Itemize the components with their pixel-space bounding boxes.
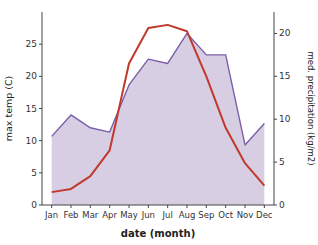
x-tick-label: Oct [218, 210, 233, 220]
y2-axis-label: med. precipitation (kg/m2) [306, 51, 316, 165]
y-tick-label: 10 [26, 136, 38, 146]
y-tick [39, 172, 42, 173]
x-tick-label: Nov [237, 210, 254, 220]
x-tick [148, 205, 149, 208]
plot-area [52, 25, 265, 205]
y2-tick-label: 0 [279, 200, 285, 210]
x-tick-label: Mar [82, 210, 99, 220]
y2-tick [274, 76, 277, 77]
x-tick [264, 205, 265, 208]
x-axis-line [42, 205, 274, 206]
y2-tick [274, 33, 277, 34]
x-tick [206, 205, 207, 208]
x-tick-label: May [120, 210, 138, 220]
y2-tick-label: 20 [279, 28, 291, 38]
y-tick-label: 20 [26, 71, 38, 81]
y-axis-label: max temp (C) [3, 76, 14, 142]
x-tick [129, 205, 130, 208]
y-tick-label: 25 [26, 39, 37, 49]
y-tick [39, 108, 42, 109]
y2-tick [274, 162, 277, 163]
x-tick [245, 205, 246, 208]
y-tick [39, 140, 42, 141]
y-tick-label: 0 [31, 200, 37, 210]
x-tick [187, 205, 188, 208]
y2-tick [274, 205, 277, 206]
x-tick [109, 205, 110, 208]
x-tick [225, 205, 226, 208]
x-tick-label: Dec [256, 210, 273, 220]
y-tick-label: 15 [26, 104, 37, 114]
x-axis-label: date (month) [121, 228, 195, 239]
chart: Jan Feb MarAprMayJun Jul AugSep Oct NovDec 0 5 10… [0, 0, 318, 245]
x-tick-label: Jul [162, 210, 173, 220]
y-tick [39, 44, 42, 45]
x-tick-label: Jan [44, 210, 58, 220]
y-tick-label: 5 [31, 168, 37, 178]
y2-tick-label: 10 [279, 114, 291, 124]
x-tick-label: Apr [102, 210, 117, 220]
x-tick [90, 205, 91, 208]
x-tick-label: Jun [141, 210, 155, 220]
y-tick [39, 205, 42, 206]
x-tick [51, 205, 52, 208]
precipitation-line [52, 33, 265, 145]
y2-tick-label: 15 [279, 71, 290, 81]
x-tick-label: Aug [179, 210, 196, 220]
y-tick [39, 76, 42, 77]
x-tick-label: Sep [198, 210, 214, 220]
y2-tick [274, 119, 277, 120]
y2-tick-label: 5 [279, 157, 285, 167]
temperature-line [52, 25, 265, 192]
x-tick [71, 205, 72, 208]
y2-axis-line [274, 12, 275, 205]
x-tick [167, 205, 168, 208]
x-tick-label: Feb [63, 210, 78, 220]
precipitation-area [52, 33, 265, 205]
